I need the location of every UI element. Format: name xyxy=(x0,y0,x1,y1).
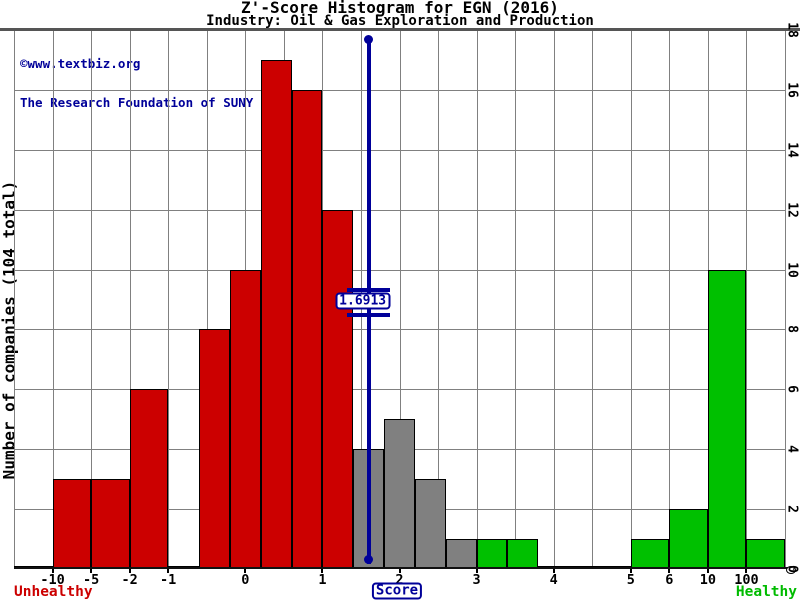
histogram-bar xyxy=(707,269,747,569)
x-tick-label: -10 xyxy=(40,572,65,588)
x-tick-mark xyxy=(629,569,632,573)
marker-bottom-dot xyxy=(364,555,374,564)
histogram-bar xyxy=(129,389,169,569)
histogram-bar xyxy=(476,539,508,569)
x-tick-label: -1 xyxy=(160,572,177,588)
histogram-bar xyxy=(52,479,92,569)
histogram-bar xyxy=(669,509,708,569)
x-tick-label: 3 xyxy=(472,572,481,588)
x-tick-label: 100 xyxy=(734,572,759,588)
y-tick-label: 18 xyxy=(784,22,800,38)
histogram-bar xyxy=(291,89,323,569)
x-tick-label: 10 xyxy=(699,572,717,588)
histogram-bar xyxy=(322,209,354,569)
histogram-bar xyxy=(630,539,670,569)
x-axis-line xyxy=(14,567,790,569)
x-tick-mark xyxy=(398,569,401,573)
y-tick-label: 16 xyxy=(784,82,800,98)
unhealthy-caption: Unhealthy xyxy=(14,584,93,600)
grid-line-v xyxy=(438,30,440,569)
histogram-bar xyxy=(91,479,130,569)
x-tick-label: 0 xyxy=(241,572,250,588)
axis-end-circle xyxy=(786,566,796,574)
x-tick-label: 5 xyxy=(626,572,635,588)
histogram-bar xyxy=(384,419,415,569)
marker-crossbar-lower xyxy=(347,313,391,317)
top-rule xyxy=(0,28,800,31)
y-tick-label: 6 xyxy=(784,385,800,394)
x-tick-mark xyxy=(475,569,478,573)
x-tick-label: 2 xyxy=(395,572,404,588)
histogram-bar xyxy=(229,269,261,569)
y-tick-label: 4 xyxy=(784,445,800,454)
histogram-bar xyxy=(260,59,292,569)
grid-line-v xyxy=(52,30,54,569)
grid-line-v xyxy=(553,30,555,569)
grid-line-v xyxy=(785,30,786,569)
x-tick-mark xyxy=(90,569,93,573)
chart-subtitle: Industry: Oil & Gas Exploration and Prod… xyxy=(206,13,594,29)
y-tick-label: 14 xyxy=(784,141,800,158)
x-tick-mark xyxy=(552,569,555,573)
marker-value-label: 1.6913 xyxy=(335,292,391,310)
x-tick-label: -2 xyxy=(121,572,138,588)
histogram-bar xyxy=(746,539,785,569)
grid-line-v xyxy=(515,30,517,569)
grid-line-v xyxy=(630,30,632,569)
watermark-url: ©www.textbiz.org xyxy=(20,56,141,71)
x-tick-label: 4 xyxy=(549,572,558,588)
grid-line-v xyxy=(91,30,93,569)
y-tick-label: 8 xyxy=(784,325,800,334)
grid-line-v xyxy=(168,30,170,569)
y-tick-label: 10 xyxy=(784,261,800,278)
x-tick-mark xyxy=(321,569,324,573)
grid-line-v xyxy=(14,30,15,569)
x-axis-label: Score xyxy=(371,582,423,600)
grid-line-v xyxy=(476,30,478,569)
x-tick-mark xyxy=(167,569,170,573)
grid-line-v xyxy=(206,30,208,569)
grid-line-v xyxy=(746,30,748,569)
x-tick-mark xyxy=(668,569,671,573)
histogram-bar xyxy=(414,479,446,569)
chart-title: Z'-Score Histogram for EGN (2016) xyxy=(241,0,559,17)
x-tick-mark xyxy=(244,569,247,573)
y-tick-label: 12 xyxy=(784,201,800,218)
grid-line-v xyxy=(399,30,401,569)
histogram-bar xyxy=(199,329,230,569)
grid-line-v xyxy=(129,30,131,569)
x-tick-label: 1 xyxy=(318,572,327,588)
grid-line-v xyxy=(592,30,594,569)
watermark: ©www.textbiz.org The Research Foundation… xyxy=(20,31,253,135)
x-tick-mark xyxy=(51,569,54,573)
grid-line-v xyxy=(669,30,671,569)
x-tick-label: 6 xyxy=(665,572,674,588)
y-tick-label: 2 xyxy=(784,505,800,514)
marker-crossbar-upper xyxy=(347,288,391,292)
marker-top-dot xyxy=(364,35,374,44)
x-tick-mark xyxy=(706,569,709,573)
x-tick-label: -5 xyxy=(82,572,100,588)
y-tick-label: 0 xyxy=(784,565,800,573)
histogram-bar xyxy=(445,539,477,569)
healthy-caption: Healthy xyxy=(735,584,797,600)
x-tick-mark xyxy=(745,569,748,573)
histogram-bar xyxy=(507,539,539,569)
watermark-org: The Research Foundation of SUNY xyxy=(20,95,254,110)
x-tick-mark xyxy=(128,569,131,573)
